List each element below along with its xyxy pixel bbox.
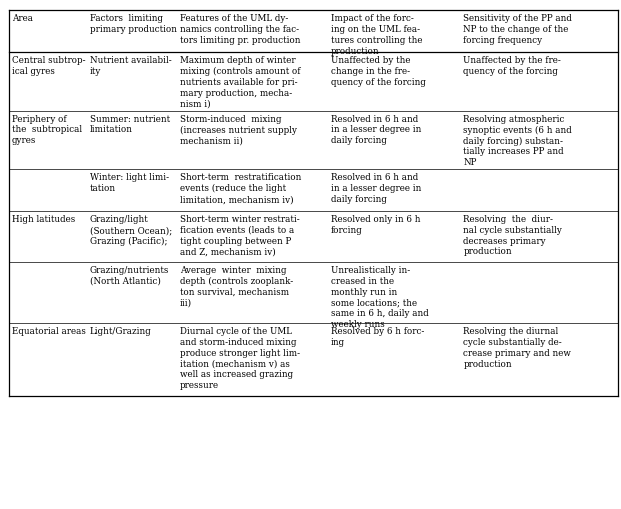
Text: Equatorial areas: Equatorial areas bbox=[12, 327, 86, 336]
Text: Impact of the forc-
ing on the UML fea-
tures controlling the
production: Impact of the forc- ing on the UML fea- … bbox=[331, 14, 422, 55]
Text: Unaffected by the fre-
quency of the forcing: Unaffected by the fre- quency of the for… bbox=[463, 56, 561, 76]
Text: Resolved by 6 h forc-
ing: Resolved by 6 h forc- ing bbox=[331, 327, 424, 347]
Text: Average  winter  mixing
depth (controls zooplank-
ton survival, mechanism
iii): Average winter mixing depth (controls zo… bbox=[179, 266, 293, 307]
Text: Central subtrop-
ical gyres: Central subtrop- ical gyres bbox=[12, 56, 86, 76]
Text: Grazing/light
(Southern Ocean);
Grazing (Pacific);: Grazing/light (Southern Ocean); Grazing … bbox=[89, 215, 172, 245]
Text: Features of the UML dy-
namics controlling the fac-
tors limiting pr. production: Features of the UML dy- namics controlli… bbox=[179, 14, 301, 45]
Text: Winter: light limi-
tation: Winter: light limi- tation bbox=[89, 173, 169, 193]
Text: Short-term  restratification
events (reduce the light
limitation, mechanism iv): Short-term restratification events (redu… bbox=[179, 173, 301, 204]
Text: Grazing/nutrients
(North Atlantic): Grazing/nutrients (North Atlantic) bbox=[89, 266, 169, 286]
Text: Periphery of
the  subtropical
gyres: Periphery of the subtropical gyres bbox=[12, 115, 82, 145]
Text: Resolving  the  diur-
nal cycle substantially
decreases primary
production: Resolving the diur- nal cycle substantia… bbox=[463, 215, 562, 256]
Text: Resolved in 6 h and
in a lesser degree in
daily forcing: Resolved in 6 h and in a lesser degree i… bbox=[331, 115, 421, 145]
Text: Storm-induced  mixing
(increases nutrient supply
mechanism ii): Storm-induced mixing (increases nutrient… bbox=[179, 115, 297, 145]
Text: Resolving atmospheric
synoptic events (6 h and
daily forcing) substan-
tially in: Resolving atmospheric synoptic events (6… bbox=[463, 115, 572, 167]
Text: Resolved only in 6 h
forcing: Resolved only in 6 h forcing bbox=[331, 215, 420, 235]
Text: Nutrient availabil-
ity: Nutrient availabil- ity bbox=[89, 56, 171, 76]
Text: Area: Area bbox=[12, 14, 33, 23]
Text: Diurnal cycle of the UML
and storm-induced mixing
produce stronger light lim-
it: Diurnal cycle of the UML and storm-induc… bbox=[179, 327, 300, 389]
Text: Resolving the diurnal
cycle substantially de-
crease primary and new
production: Resolving the diurnal cycle substantiall… bbox=[463, 327, 571, 368]
Text: Unaffected by the
change in the fre-
quency of the forcing: Unaffected by the change in the fre- que… bbox=[331, 56, 425, 87]
Text: High latitudes: High latitudes bbox=[12, 215, 75, 224]
Text: Resolved in 6 h and
in a lesser degree in
daily forcing: Resolved in 6 h and in a lesser degree i… bbox=[331, 173, 421, 204]
Text: Maximum depth of winter
mixing (controls amount of
nutrients available for pri-
: Maximum depth of winter mixing (controls… bbox=[179, 56, 301, 108]
Text: Summer: nutrient
limitation: Summer: nutrient limitation bbox=[89, 115, 170, 134]
Text: Sensitivity of the PP and
NP to the change of the
forcing frequency: Sensitivity of the PP and NP to the chan… bbox=[463, 14, 572, 45]
Text: Short-term winter restrati-
fication events (leads to a
tight coupling between P: Short-term winter restrati- fication eve… bbox=[179, 215, 299, 256]
Text: Light/Grazing: Light/Grazing bbox=[89, 327, 152, 336]
Text: Unrealistically in-
creased in the
monthly run in
some locations; the
same in 6 : Unrealistically in- creased in the month… bbox=[331, 266, 428, 328]
Text: Factors  limiting
primary production: Factors limiting primary production bbox=[89, 14, 177, 34]
